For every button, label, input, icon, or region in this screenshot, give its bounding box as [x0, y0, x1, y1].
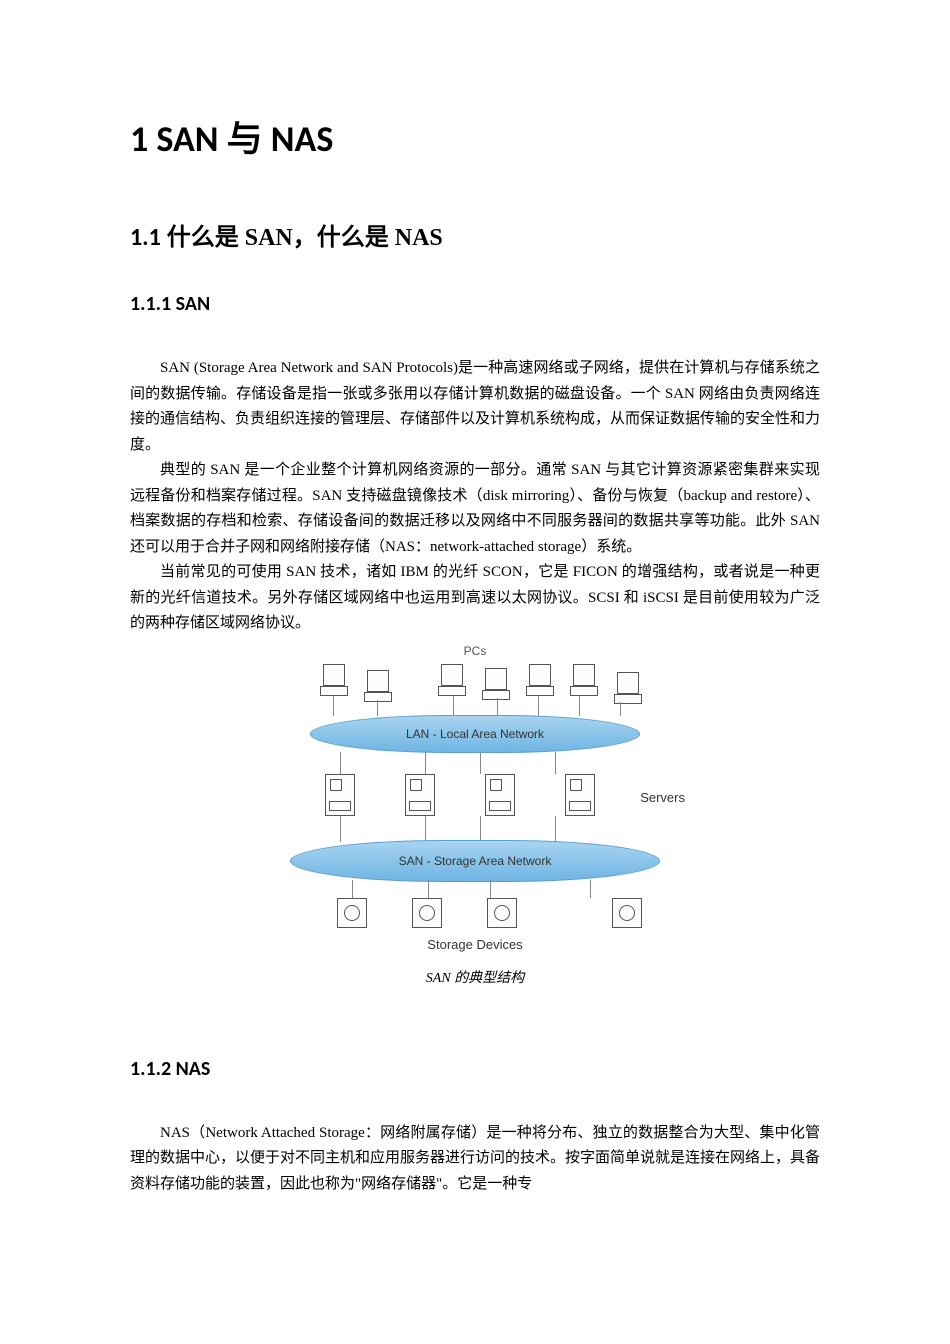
paragraph-4: NAS（Network Attached Storage：网络附属存储）是一种将… [130, 1121, 820, 1198]
heading-3-1: 1.1.1 SAN [130, 292, 820, 316]
line [428, 880, 429, 898]
diagram-container: PCs LAN - Local Area Network [280, 642, 670, 987]
pc-icon [614, 672, 640, 704]
lan-label: LAN - Local Area Network [406, 727, 544, 741]
paragraph-1: SAN (Storage Area Network and SAN Protoc… [130, 356, 820, 458]
pc-icon [364, 670, 390, 702]
h2-num: 1.1 [130, 223, 161, 252]
pc-icon [482, 668, 508, 700]
line [340, 816, 341, 842]
caption-en: SAN [426, 971, 451, 986]
line [480, 752, 481, 774]
pcs-label: PCs [464, 644, 487, 658]
line [480, 816, 481, 842]
paragraph-3: 当前常见的可使用 SAN 技术，诸如 IBM 的光纤 SCON，它是 FICON… [130, 560, 820, 637]
h1-number: 1 [130, 117, 148, 161]
line [590, 880, 591, 898]
line [555, 816, 556, 842]
h1-cn: 与 [227, 119, 263, 159]
line [340, 752, 341, 774]
h2-text: 什么是 SAN，什么是 NAS [167, 225, 443, 251]
spacer [130, 987, 820, 1057]
line [377, 700, 378, 716]
servers-label: Servers [640, 790, 685, 805]
document-page: 1 SAN 与 NAS 1.1 什么是 SAN，什么是 NAS 1.1.1 SA… [0, 0, 950, 1257]
storage-icon [612, 898, 642, 928]
san-diagram: PCs LAN - Local Area Network [280, 642, 670, 962]
line [555, 752, 556, 774]
line [425, 752, 426, 774]
server-row [325, 774, 595, 816]
pc-icon [526, 664, 552, 696]
san-cloud: SAN - Storage Area Network [290, 840, 660, 882]
caption-cn: 的典型结构 [451, 971, 525, 986]
line [352, 880, 353, 898]
paragraph-2: 典型的 SAN 是一个企业整个计算机网络资源的一部分。通常 SAN 与其它计算资… [130, 458, 820, 560]
line [453, 696, 454, 716]
line [579, 696, 580, 716]
heading-2-1: 1.1 什么是 SAN，什么是 NAS [130, 217, 820, 252]
line [620, 702, 621, 716]
server-icon [485, 774, 515, 816]
storage-label: Storage Devices [427, 937, 522, 952]
line [425, 816, 426, 842]
storage-icon [337, 898, 367, 928]
server-icon [565, 774, 595, 816]
line [497, 698, 498, 716]
pc-icon [438, 664, 464, 696]
line [333, 696, 334, 716]
line [538, 696, 539, 716]
line [490, 880, 491, 898]
server-icon [325, 774, 355, 816]
pc-icon [570, 664, 596, 696]
diagram-caption: SAN 的典型结构 [280, 967, 670, 987]
storage-row [337, 898, 642, 928]
h1-nas: NAS [271, 117, 334, 161]
storage-icon [412, 898, 442, 928]
h1-san: SAN [156, 117, 218, 161]
storage-icon [487, 898, 517, 928]
heading-3-2: 1.1.2 NAS [130, 1057, 820, 1081]
server-icon [405, 774, 435, 816]
heading-1: 1 SAN 与 NAS [130, 110, 820, 162]
pc-icon [320, 664, 346, 696]
pc-row [320, 664, 640, 704]
lan-cloud: LAN - Local Area Network [310, 715, 640, 753]
san-label: SAN - Storage Area Network [399, 854, 552, 868]
